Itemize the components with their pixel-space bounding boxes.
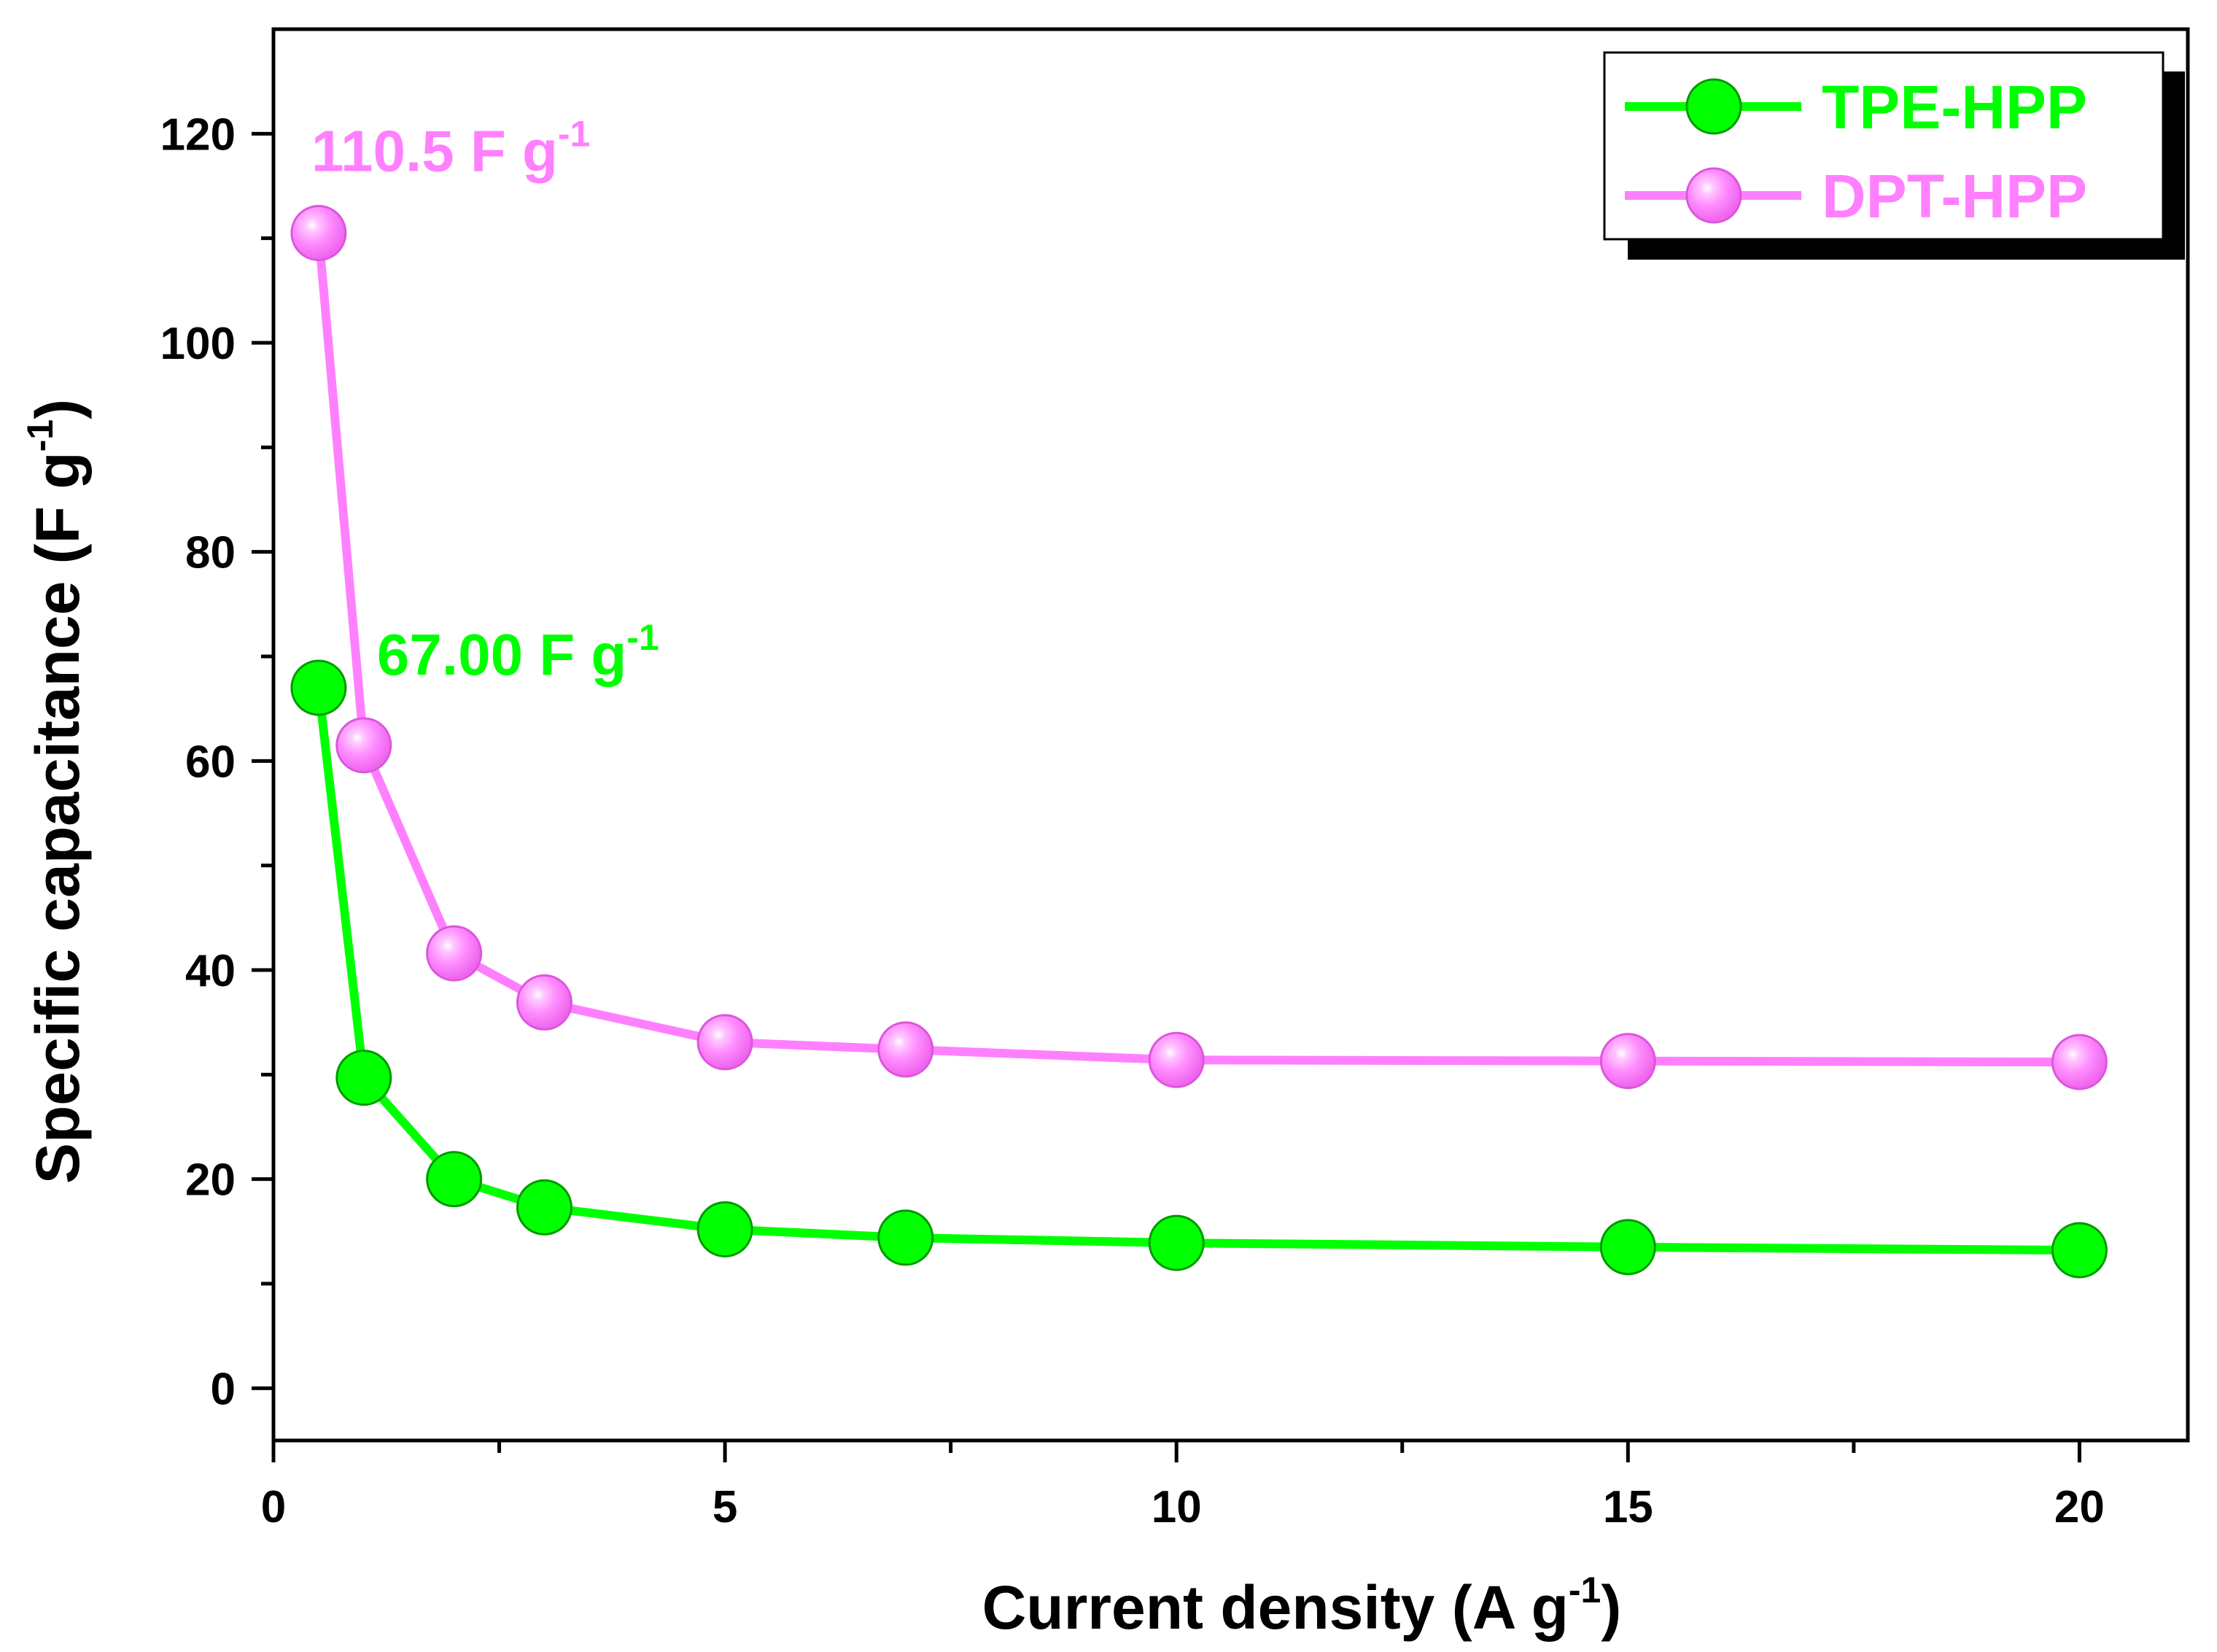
y-tick-label: 0 xyxy=(211,1364,236,1414)
data-point-tpe-hpp xyxy=(2051,1222,2108,1279)
y-axis-title-main: Specific capacitance (F g xyxy=(23,451,92,1184)
y-axis-title-close: ) xyxy=(23,399,92,419)
x-axis-title: Current density (A g-1) xyxy=(982,1570,1622,1642)
data-point-tpe-hpp xyxy=(877,1209,934,1266)
legend-label-tpe-hpp: TPE-HPP xyxy=(1822,73,2087,141)
data-point-dpt-hpp xyxy=(1599,1033,1656,1090)
data-point-tpe-hpp xyxy=(335,1050,392,1106)
legend-label-dpt-hpp: DPT-HPP xyxy=(1822,162,2087,230)
y-tick-label: 80 xyxy=(185,528,236,578)
x-tick-label: 0 xyxy=(261,1482,286,1532)
data-point-dpt-hpp xyxy=(290,205,347,261)
data-point-dpt-hpp xyxy=(696,1014,753,1071)
y-tick-label: 40 xyxy=(185,946,236,996)
y-axis-title: Specific capacitance (F g-1) xyxy=(20,399,92,1184)
x-axis-title-main: Current density (A g xyxy=(982,1573,1569,1642)
series-line-tpe-hpp xyxy=(314,687,2080,1255)
x-tick-label: 15 xyxy=(1603,1482,1653,1532)
data-point-dpt-hpp xyxy=(335,717,392,774)
data-point-dpt-hpp xyxy=(1148,1031,1205,1088)
data-point-tpe-hpp xyxy=(1148,1214,1205,1271)
annotation-tpe-hpp: 67.00 F g-1 xyxy=(377,617,659,687)
data-point-tpe-hpp xyxy=(696,1201,753,1257)
y-tick-label: 100 xyxy=(160,319,236,369)
y-tick-label: 60 xyxy=(185,737,236,787)
data-point-tpe-hpp xyxy=(426,1151,483,1208)
annotation-unit-sup: -1 xyxy=(626,617,659,658)
annotation-unit-sup: -1 xyxy=(558,114,590,155)
data-point-tpe-hpp xyxy=(290,659,347,716)
legend-marker-tpe-hpp xyxy=(1685,78,1742,135)
axes-layer: 0 5 10 15 20 0 20 40 60 80 100 120 xyxy=(160,27,2190,1532)
data-point-tpe-hpp xyxy=(1599,1219,1656,1276)
y-tick-label: 120 xyxy=(160,109,236,160)
x-tick-label: 5 xyxy=(713,1482,737,1532)
series-layer xyxy=(290,205,2108,1279)
x-axis-title-close: ) xyxy=(1601,1573,1621,1642)
data-point-dpt-hpp xyxy=(426,925,483,982)
x-tick-label: 10 xyxy=(1152,1482,1202,1532)
data-point-dpt-hpp xyxy=(877,1021,934,1078)
annotation-dpt-hpp: 110.5 F g-1 xyxy=(311,114,590,184)
legend-entry-tpe-hpp: TPE-HPP xyxy=(1625,73,2087,141)
annotation-value: 110.5 F g xyxy=(311,119,558,184)
annotations-layer: 110.5 F g-167.00 F g-1 xyxy=(311,114,659,688)
data-point-dpt-hpp xyxy=(516,974,572,1031)
data-point-tpe-hpp xyxy=(516,1179,572,1236)
legend-marker-dpt-hpp xyxy=(1685,167,1742,224)
annotation-value: 67.00 F g xyxy=(377,622,626,687)
legend-entry-dpt-hpp: DPT-HPP xyxy=(1625,162,2087,230)
data-point-dpt-hpp xyxy=(2051,1034,2108,1090)
x-axis-title-sup: -1 xyxy=(1569,1570,1601,1610)
x-tick-label: 20 xyxy=(2054,1482,2105,1532)
y-tick-label: 20 xyxy=(185,1155,236,1206)
plot-frame xyxy=(271,27,2190,1443)
y-axis-title-sup: -1 xyxy=(20,419,61,451)
